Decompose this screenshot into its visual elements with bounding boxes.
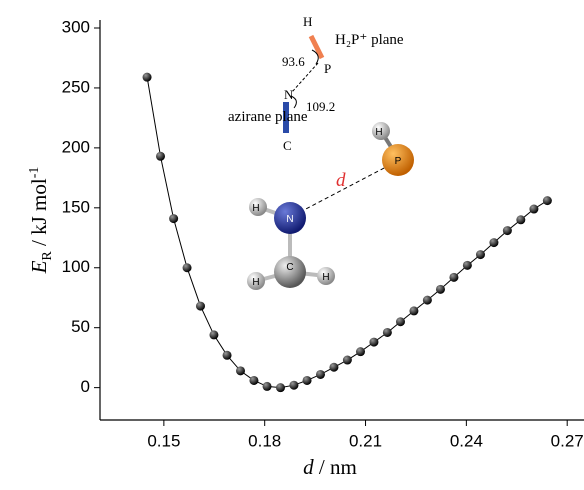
annotation: H xyxy=(375,127,382,138)
y-tick-label: 150 xyxy=(62,197,90,216)
annotation: C xyxy=(283,138,292,153)
y-tick-label: 200 xyxy=(62,137,90,156)
data-point xyxy=(343,356,352,365)
data-point xyxy=(476,250,485,259)
data-point xyxy=(383,328,392,337)
data-point xyxy=(156,152,165,161)
annotation: P xyxy=(324,61,331,76)
annotation: H xyxy=(252,277,259,288)
data-point xyxy=(276,383,285,392)
data-point xyxy=(369,338,378,347)
inset: H₂P⁺ plane azirane plane 93.6 109.2 H P … xyxy=(228,14,414,290)
annotation: H xyxy=(252,203,259,214)
annotation: d xyxy=(336,170,346,191)
annotation: N xyxy=(286,214,293,225)
data-point xyxy=(196,302,205,311)
annotation: azirane plane xyxy=(228,109,308,125)
y-label-symbol: E xyxy=(27,260,51,274)
x-tick-label: 0.27 xyxy=(551,431,584,450)
y-tick-label: 0 xyxy=(81,377,90,396)
annotation: H xyxy=(303,14,312,29)
data-point xyxy=(263,382,272,391)
data-point xyxy=(436,285,445,294)
annotation: C xyxy=(286,262,293,273)
atom-labels: H N C H H H P xyxy=(252,127,401,288)
data-point xyxy=(489,238,498,247)
annotation: H xyxy=(322,272,329,283)
y-tick-label: 50 xyxy=(71,317,90,336)
page: {"chart_data": {"type": "line", "x_label… xyxy=(0,0,584,490)
data-point xyxy=(516,215,525,224)
annotation: N xyxy=(284,87,294,102)
y-label-superscript: -1 xyxy=(27,167,42,179)
data-point xyxy=(209,330,218,339)
data-point xyxy=(303,376,312,385)
data-point xyxy=(543,196,552,205)
x-tick-label: 0.18 xyxy=(248,431,281,450)
chart: d / nm ER / kJ mol-1 H₂P⁺ plane azirane … xyxy=(0,0,584,490)
data-point xyxy=(463,261,472,270)
x-label-symbol: d xyxy=(303,455,314,479)
data-point xyxy=(143,73,152,82)
x-tick-label: 0.21 xyxy=(349,431,382,450)
annotation: P xyxy=(395,156,402,167)
data-point xyxy=(236,366,245,375)
annotation: 93.6 xyxy=(282,54,305,69)
data-point xyxy=(409,306,418,315)
annotation: H₂P⁺ plane xyxy=(335,32,404,48)
y-tick-label: 250 xyxy=(62,77,90,96)
x-axis-title: d / nm xyxy=(303,455,357,479)
data-point xyxy=(289,381,298,390)
data-point xyxy=(396,317,405,326)
data-point xyxy=(356,347,365,356)
y-tick-label: 300 xyxy=(62,17,90,36)
x-label-unit: / nm xyxy=(314,455,357,479)
data-point xyxy=(223,351,232,360)
y-label-unit: / kJ mol xyxy=(27,178,51,251)
x-tick-label: 0.24 xyxy=(450,431,483,450)
data-point xyxy=(316,370,325,379)
data-point xyxy=(449,273,458,282)
data-point xyxy=(169,214,178,223)
data-point xyxy=(183,263,192,272)
data-point xyxy=(249,376,258,385)
data-point xyxy=(329,363,338,372)
y-axis-title: ER / kJ mol-1 xyxy=(27,167,55,275)
data-point xyxy=(503,226,512,235)
y-tick-label: 100 xyxy=(62,257,90,276)
h2p-plane-bar xyxy=(311,36,322,58)
data-line xyxy=(147,77,547,388)
annotation: 109.2 xyxy=(306,99,335,114)
data-point xyxy=(529,205,538,214)
data-point xyxy=(423,296,432,305)
x-tick-label: 0.15 xyxy=(147,431,180,450)
